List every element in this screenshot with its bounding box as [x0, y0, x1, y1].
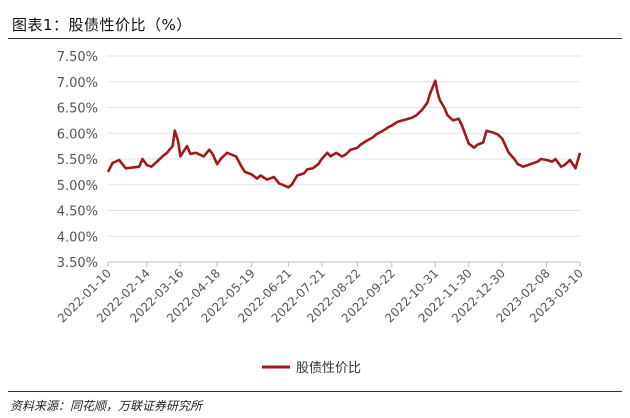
source-note: 资料来源：同花顺，万联证券研究所 [10, 399, 203, 413]
legend: 股债性价比 [262, 361, 361, 376]
y-tick-label: 6.50% [57, 102, 98, 117]
figure-title: 图表1：股债性价比（%） [12, 16, 192, 34]
y-tick-label: 5.50% [57, 153, 98, 168]
y-axis-ticks: 7.50% 7.00% 6.50% 6.00% 5.50% 5.00% 4.50% 4.00%… [57, 50, 98, 271]
x-axis-ticks: 2022-01-102022-02-142022-03-162022-04-18… [55, 262, 586, 325]
line-chart: 7.50% 7.00% 6.50% 6.00% 5.50% 5.00% 4.50% 4.00%… [55, 50, 586, 376]
y-tick-label: 7.50% [57, 50, 98, 65]
title-rule [8, 38, 622, 39]
y-tick-label: 7.00% [57, 76, 98, 91]
y-tick-label: 4.50% [57, 205, 98, 220]
gridlines [108, 55, 580, 263]
series-layer [106, 79, 582, 189]
legend-label: 股债性价比 [296, 361, 361, 376]
y-tick-label: 3.50% [57, 256, 98, 271]
y-tick-label: 6.00% [57, 127, 98, 142]
y-tick-label: 5.00% [57, 179, 98, 194]
y-tick-label: 4.00% [57, 230, 98, 245]
series-line-gu-zhai-xing-jia-bi [106, 79, 582, 189]
footer-rule [8, 391, 622, 392]
